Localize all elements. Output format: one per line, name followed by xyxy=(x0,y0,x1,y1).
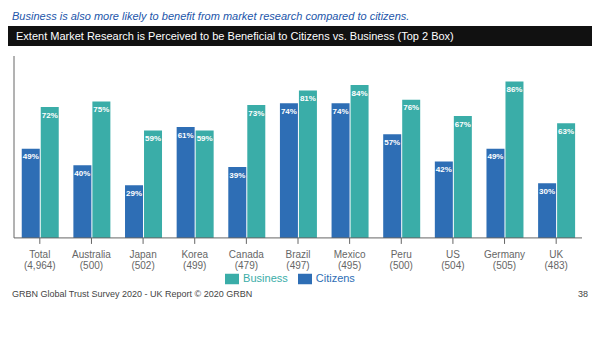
svg-text:73%: 73% xyxy=(248,109,264,118)
svg-text:59%: 59% xyxy=(197,134,213,143)
svg-text:72%: 72% xyxy=(42,111,58,120)
svg-text:UK(483): UK(483) xyxy=(545,249,568,271)
svg-text:29%: 29% xyxy=(126,189,142,198)
html-text:Business is also more likely t: Business is also more likely to benefit … xyxy=(12,10,410,22)
svg-text:Korea(499): Korea(499) xyxy=(181,249,208,271)
svg-text:Germany(505): Germany(505) xyxy=(484,249,525,271)
svg-text:67%: 67% xyxy=(455,120,471,129)
svg-text:US(504): US(504) xyxy=(441,249,464,271)
html-text:Business: Business xyxy=(243,271,288,284)
html-text:Extent Market Research is Perc: Extent Market Research is Perceived to b… xyxy=(16,30,454,42)
svg-text:74%: 74% xyxy=(281,107,297,116)
svg-text:81%: 81% xyxy=(300,94,316,103)
svg-text:Brazil(497): Brazil(497) xyxy=(285,249,310,271)
svg-text:Mexico(495): Mexico(495) xyxy=(334,249,366,271)
svg-text:40%: 40% xyxy=(74,169,90,178)
html-text:GRBN Global Trust Survey 2020: GRBN Global Trust Survey 2020 - UK Repor… xyxy=(12,289,253,299)
svg-text:59%: 59% xyxy=(145,134,161,143)
svg-text:42%: 42% xyxy=(436,165,452,174)
svg-text:57%: 57% xyxy=(384,138,400,147)
svg-text:84%: 84% xyxy=(352,89,368,98)
svg-text:49%: 49% xyxy=(23,152,39,161)
svg-text:30%: 30% xyxy=(539,187,555,196)
svg-text:74%: 74% xyxy=(333,107,349,116)
svg-text:75%: 75% xyxy=(93,105,109,114)
html-text:Citizens: Citizens xyxy=(315,271,355,284)
svg-text:Australia(500): Australia(500) xyxy=(72,249,111,271)
svg-text:Japan(502): Japan(502) xyxy=(129,249,156,271)
svg-text:Canada(479): Canada(479) xyxy=(229,249,264,271)
svg-text:76%: 76% xyxy=(403,103,419,112)
svg-text:49%: 49% xyxy=(487,152,503,161)
svg-text:61%: 61% xyxy=(178,131,194,140)
svg-text:86%: 86% xyxy=(506,85,522,94)
svg-text:39%: 39% xyxy=(229,171,245,180)
html-text:38: 38 xyxy=(578,289,588,299)
svg-text:63%: 63% xyxy=(558,127,574,136)
svg-text:Total(4,964): Total(4,964) xyxy=(24,249,56,271)
svg-text:Peru(500): Peru(500) xyxy=(390,249,413,271)
